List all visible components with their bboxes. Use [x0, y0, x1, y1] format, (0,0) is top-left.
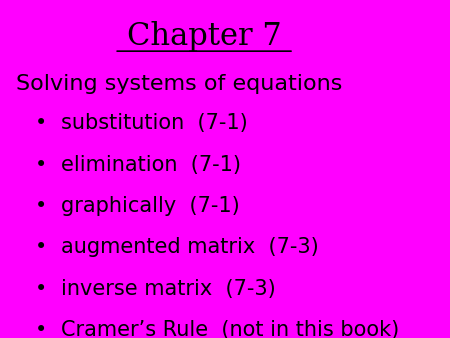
Text: Cramer’s Rule  (not in this book): Cramer’s Rule (not in this book) — [61, 320, 400, 338]
Text: substitution  (7-1): substitution (7-1) — [61, 113, 248, 133]
Text: •: • — [35, 196, 47, 216]
Text: graphically  (7-1): graphically (7-1) — [61, 196, 240, 216]
Text: •: • — [35, 113, 47, 133]
Text: •: • — [35, 155, 47, 175]
Text: augmented matrix  (7-3): augmented matrix (7-3) — [61, 237, 319, 257]
Text: •: • — [35, 237, 47, 257]
Text: elimination  (7-1): elimination (7-1) — [61, 155, 241, 175]
Text: Solving systems of equations: Solving systems of equations — [16, 73, 343, 94]
Text: •: • — [35, 279, 47, 299]
Text: Chapter 7: Chapter 7 — [127, 21, 281, 52]
Text: inverse matrix  (7-3): inverse matrix (7-3) — [61, 279, 276, 299]
Text: •: • — [35, 320, 47, 338]
